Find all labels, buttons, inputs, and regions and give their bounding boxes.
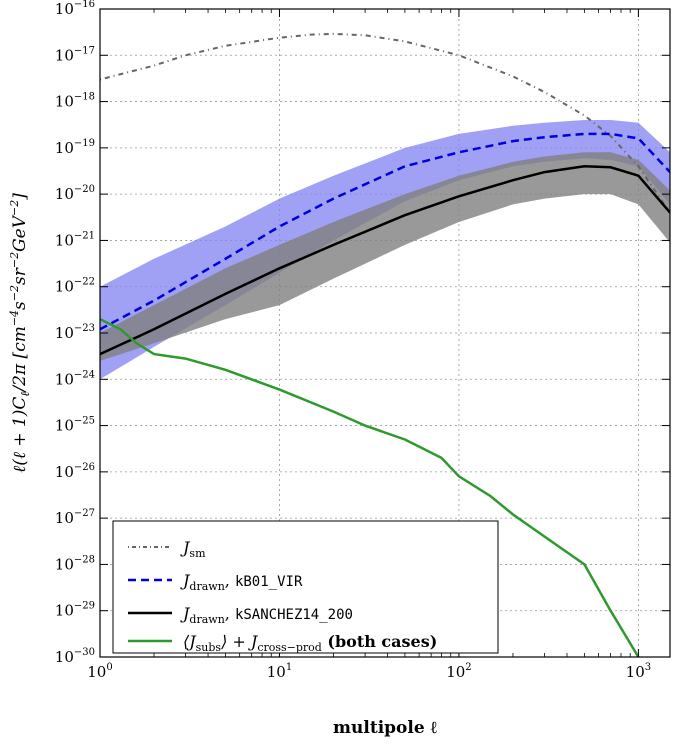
legend-label-ksanchez: Jdrawn, kSANCHEZ14_200 bbox=[180, 604, 353, 626]
x-tick-label: 100 bbox=[87, 662, 112, 681]
y-tick-label: 10−18 bbox=[55, 92, 95, 111]
series-lines bbox=[100, 32, 670, 657]
y-tick-label: 10−26 bbox=[55, 462, 95, 481]
series-line-3 bbox=[100, 317, 640, 657]
x-tick-label: 103 bbox=[626, 662, 651, 681]
y-tick-label: 10−16 bbox=[55, 0, 95, 18]
x-tick-label: 102 bbox=[446, 662, 471, 681]
legend: Jsm Jdrawn, kB01_VIR Jdrawn, kSANCHEZ14_… bbox=[112, 520, 499, 654]
series-line-1 bbox=[100, 132, 670, 331]
y-tick-label: 10−22 bbox=[55, 277, 95, 296]
y-tick-label: 10−17 bbox=[55, 45, 95, 64]
legend-label-jsm: Jsm bbox=[180, 538, 206, 560]
y-tick-label: 10−23 bbox=[55, 323, 95, 342]
y-tick-label: 10−21 bbox=[55, 230, 95, 249]
x-axis-label: multipole ℓ bbox=[333, 718, 438, 738]
tick-labels: 100 101 102 103 10−30 10−29 10−28 10−27 10−26 10−… bbox=[55, 0, 651, 681]
svg-text:ℓ(ℓ + 1)Cℓ/2π [cm−4s−2sr−2GeV−: ℓ(ℓ + 1)Cℓ/2π [cm−4s−2sr−2GeV−2] bbox=[8, 193, 32, 473]
error-band-2 bbox=[100, 152, 670, 361]
x-tick-label: 101 bbox=[267, 662, 292, 681]
y-axis-label: ℓ(ℓ + 1)Cℓ/2π [cm−4s−2sr−2GeV−2] bbox=[8, 193, 32, 473]
y-tick-label: 10−20 bbox=[55, 184, 95, 203]
y-tick-label: 10−30 bbox=[55, 647, 95, 666]
y-tick-label: 10−28 bbox=[55, 554, 95, 573]
y-tick-label: 10−27 bbox=[55, 508, 95, 527]
series-line-2 bbox=[100, 165, 670, 356]
error-band-1 bbox=[100, 120, 670, 380]
y-tick-label: 10−19 bbox=[55, 138, 95, 157]
y-tick-label: 10−25 bbox=[55, 416, 95, 435]
legend-box bbox=[112, 520, 499, 654]
error-bands bbox=[100, 120, 670, 380]
y-tick-label: 10−24 bbox=[55, 369, 95, 388]
legend-label-kb01: Jdrawn, kB01_VIR bbox=[180, 571, 303, 593]
y-tick-label: 10−29 bbox=[55, 601, 95, 620]
legend-label-subs: ⟨Jsubs⟩ + Jcross−prod (both cases) bbox=[183, 632, 437, 654]
